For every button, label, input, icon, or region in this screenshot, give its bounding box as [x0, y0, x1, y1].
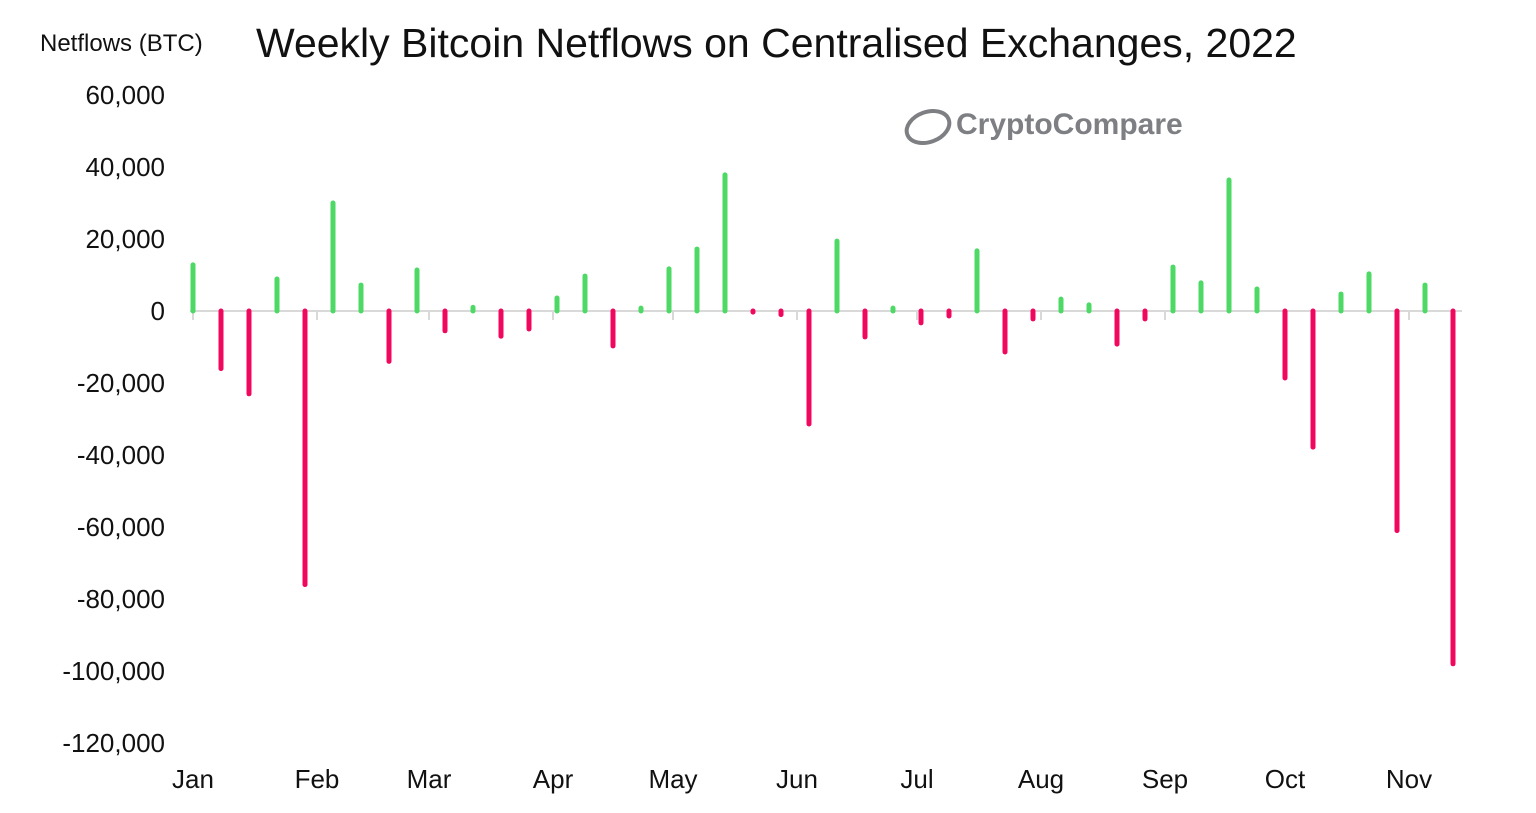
y-tick-label: -60,000	[77, 512, 165, 542]
y-tick-label: -120,000	[62, 728, 165, 758]
x-tick-label: Aug	[1018, 764, 1064, 794]
x-tick-label: Feb	[295, 764, 340, 794]
y-tick-label: 40,000	[85, 152, 165, 182]
chart-title: Weekly Bitcoin Netflows on Centralised E…	[256, 20, 1297, 66]
x-tick-label: Sep	[1142, 764, 1188, 794]
y-tick-label: -20,000	[77, 368, 165, 398]
watermark-logo: CryptoCompare	[904, 108, 1183, 145]
x-tick-label: Apr	[533, 764, 574, 794]
x-tick-label: Jul	[900, 764, 933, 794]
x-tick-label: May	[648, 764, 697, 794]
y-tick-label: 60,000	[85, 80, 165, 110]
x-tick-label: Nov	[1386, 764, 1432, 794]
y-tick-label: 20,000	[85, 224, 165, 254]
y-tick-label: -80,000	[77, 584, 165, 614]
watermark-text: CryptoCompare	[956, 108, 1183, 141]
x-tick-label: Mar	[407, 764, 452, 794]
x-tick-label: Oct	[1265, 764, 1306, 794]
y-axis-label: Netflows (BTC)	[40, 30, 203, 57]
x-tick-label: Jan	[172, 764, 214, 794]
y-tick-label: -40,000	[77, 440, 165, 470]
y-tick-label: 0	[151, 296, 165, 326]
x-tick-label: Jun	[776, 764, 818, 794]
cryptocompare-logo-icon	[904, 109, 952, 145]
y-tick-label: -100,000	[62, 656, 165, 686]
